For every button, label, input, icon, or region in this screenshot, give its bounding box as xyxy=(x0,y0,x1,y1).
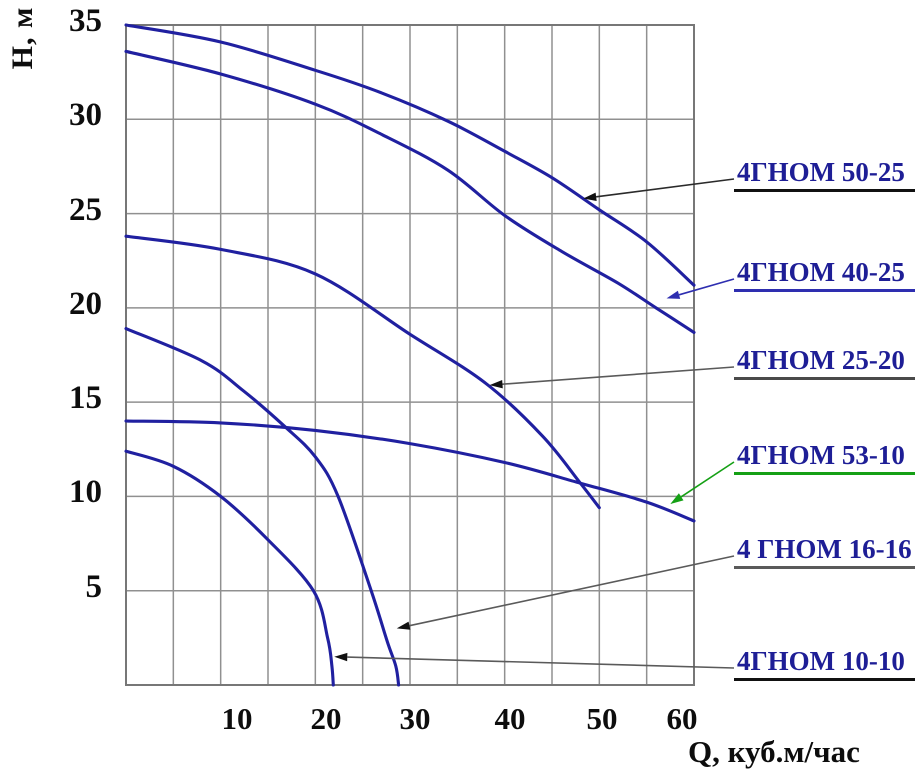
arrowhead-icon-4 xyxy=(396,621,411,630)
arrowhead-icon-3 xyxy=(670,493,684,504)
x-tick-label-30: 30 xyxy=(399,701,431,736)
y-tick-label-15: 15 xyxy=(69,380,102,417)
x-tick-label-20: 20 xyxy=(310,701,342,736)
x-axis-title: Q, куб.м/час xyxy=(688,734,860,769)
x-tick-label-60: 60 xyxy=(666,701,698,736)
arrowhead-icon-0 xyxy=(583,192,597,201)
x-tick-label-50: 50 xyxy=(586,701,618,736)
curve-label-0: 4ГНОМ 50-25 xyxy=(734,158,915,192)
pump-curve-2 xyxy=(124,234,601,510)
arrowhead-icon-1 xyxy=(666,290,681,299)
curve-label-3: 4ГНОМ 53-10 xyxy=(734,441,915,475)
curve-label-4: 4 ГНОМ 16-16 xyxy=(734,535,915,569)
pump-curve-4 xyxy=(124,327,401,687)
leader-line-2 xyxy=(502,366,735,386)
y-tick-label-25: 25 xyxy=(69,191,102,228)
leader-line-3 xyxy=(680,461,735,498)
plot-border xyxy=(125,24,695,686)
leader-line-5 xyxy=(347,656,735,669)
leader-line-1 xyxy=(678,278,735,296)
arrowhead-icon-2 xyxy=(489,380,503,389)
y-tick-label-20: 20 xyxy=(69,285,102,322)
pump-curve-3 xyxy=(124,419,696,523)
pump-curve-5 xyxy=(124,449,335,687)
y-tick-label-5: 5 xyxy=(85,568,103,605)
pump-curve-0 xyxy=(124,23,696,287)
arrowhead-icon-5 xyxy=(334,652,348,662)
pump-curve-1 xyxy=(124,49,696,334)
y-tick-label-35: 35 xyxy=(69,3,102,39)
y-tick-label-30: 30 xyxy=(69,97,102,134)
grid-lines xyxy=(125,24,695,686)
curve-label-1: 4ГНОМ 40-25 xyxy=(734,258,915,292)
x-tick-label-10: 10 xyxy=(221,701,253,736)
y-tick-label-10: 10 xyxy=(69,474,102,511)
x-tick-label-40: 40 xyxy=(494,701,526,736)
curve-label-5: 4ГНОМ 10-10 xyxy=(734,647,915,681)
leader-line-0 xyxy=(596,178,735,198)
leader-line-4 xyxy=(409,555,735,627)
curve-label-2: 4ГНОМ 25-20 xyxy=(734,346,915,380)
